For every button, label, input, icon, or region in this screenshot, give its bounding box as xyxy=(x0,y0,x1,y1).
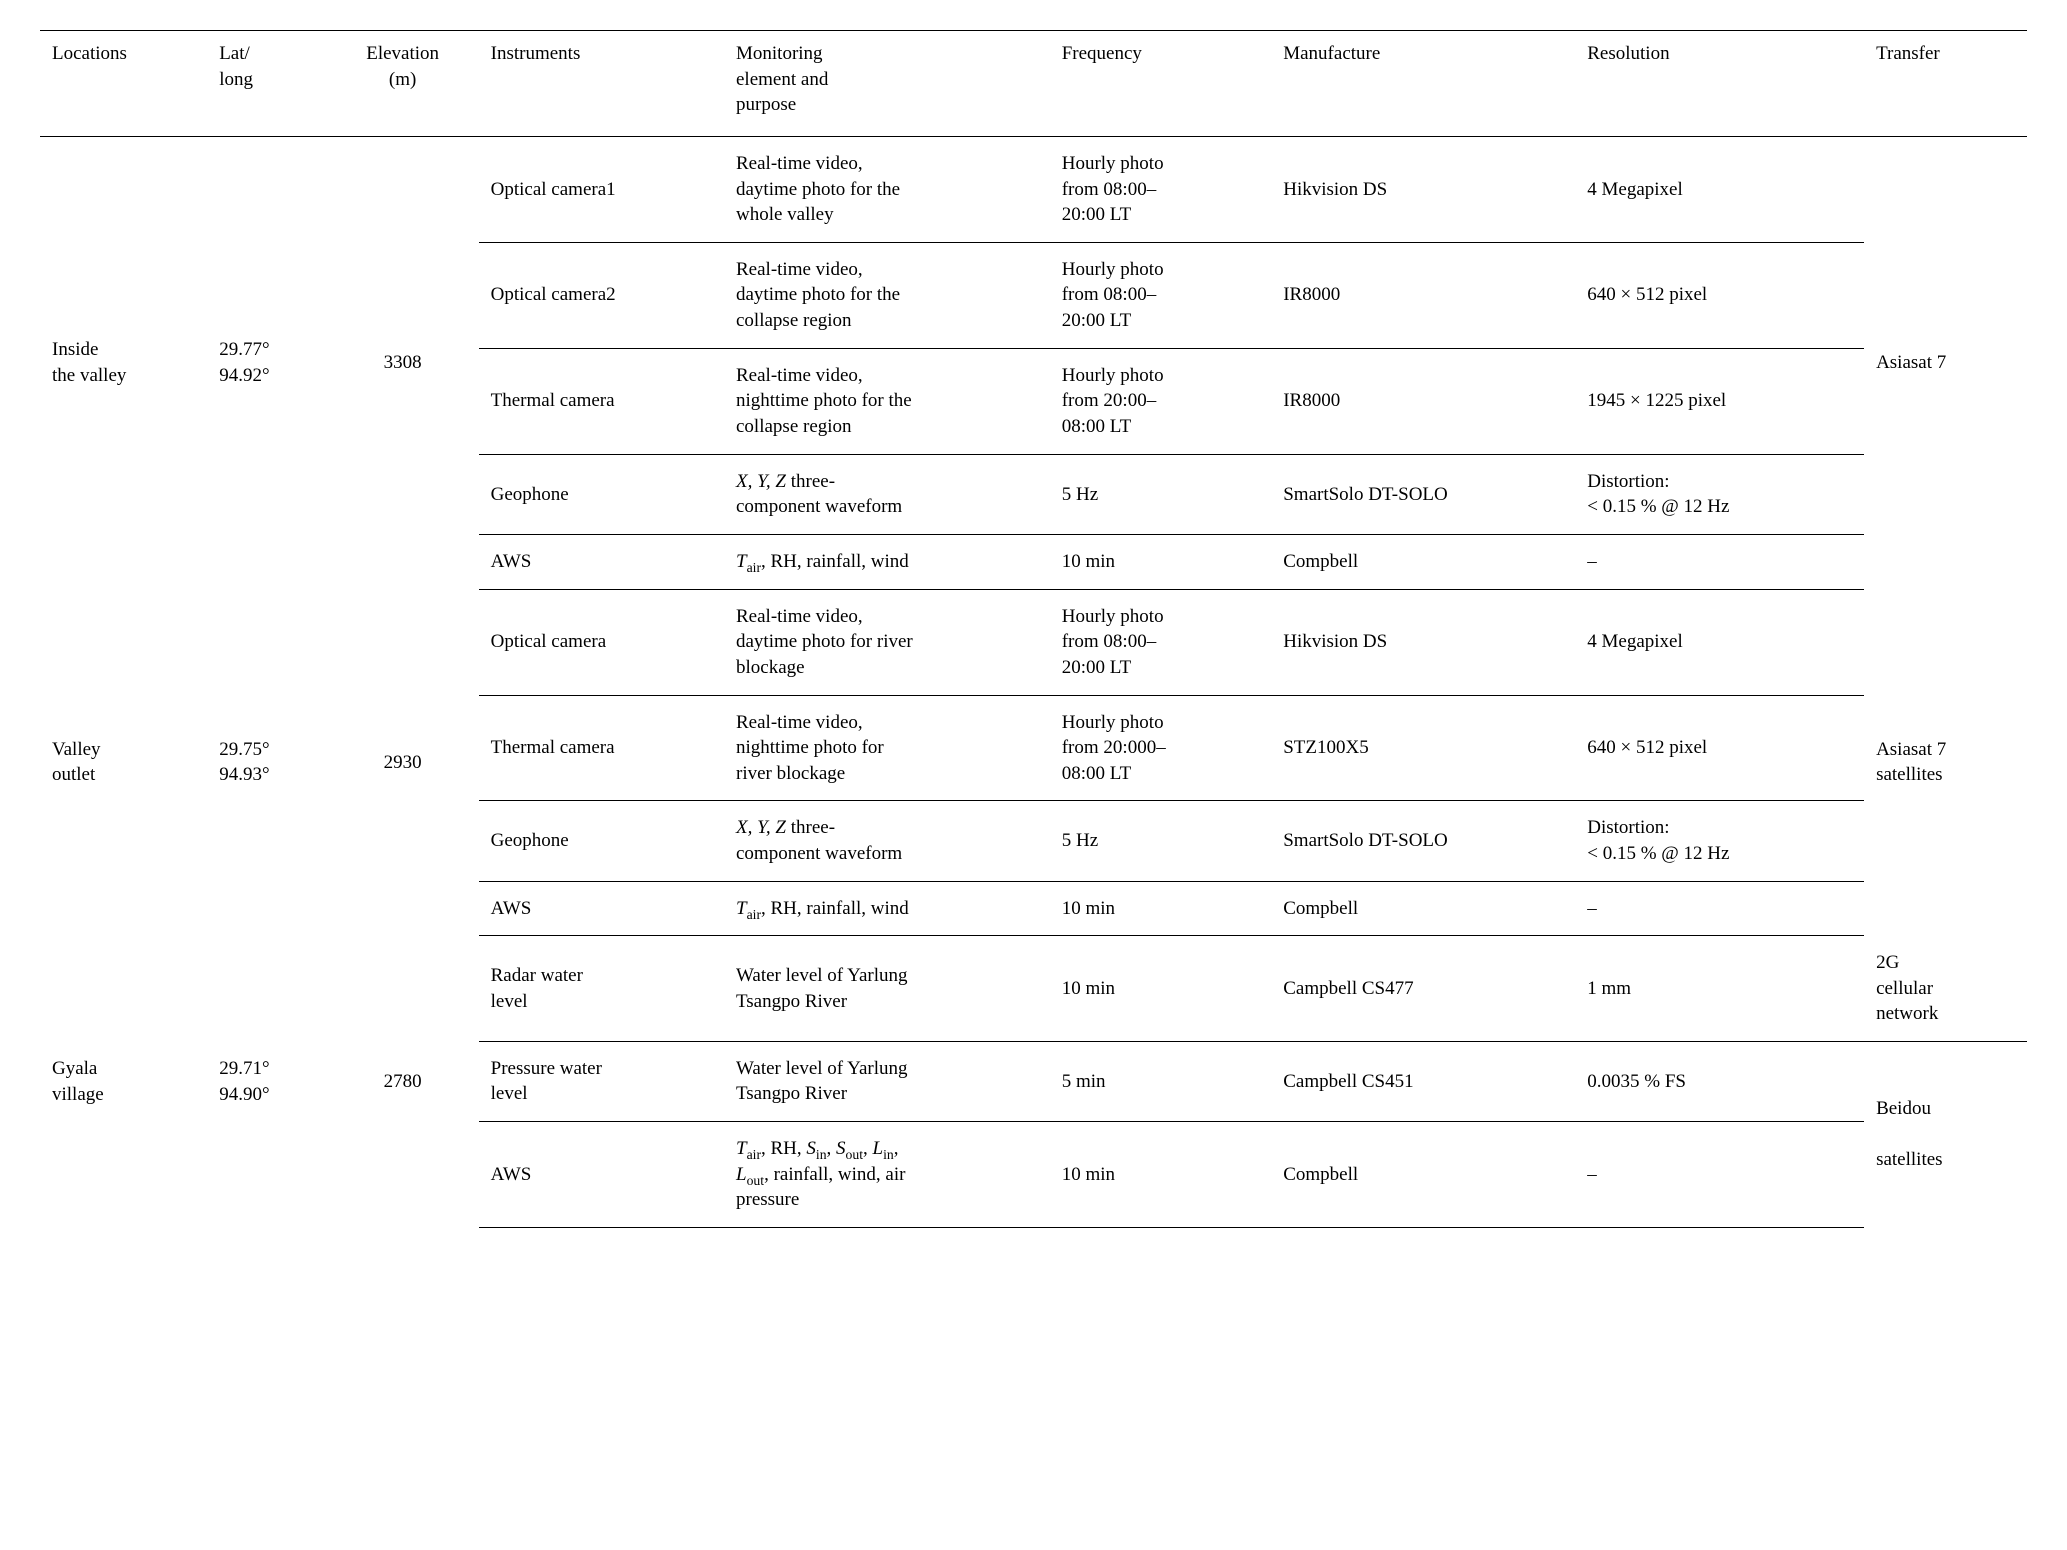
cell-instrument: Optical camera2 xyxy=(479,242,724,348)
cell-frequency: 10 min xyxy=(1050,881,1272,936)
cell-frequency: 5 min xyxy=(1050,1041,1272,1121)
cell-latlong: 29.75°94.93° xyxy=(207,589,326,936)
col-manufacture: Manufacture xyxy=(1271,31,1575,137)
cell-monitoring: X, Y, Z three-component waveform xyxy=(724,454,1050,534)
cell-monitoring: X, Y, Z three-component waveform xyxy=(724,801,1050,881)
col-latlong: Lat/long xyxy=(207,31,326,137)
cell-manufacture: SmartSolo DT-SOLO xyxy=(1271,801,1575,881)
col-resolution: Resolution xyxy=(1575,31,1864,137)
cell-location: Gyalavillage xyxy=(40,936,207,1228)
cell-instrument: Geophone xyxy=(479,454,724,534)
table-row: Insidethe valley 29.77°94.92° 3308 Optic… xyxy=(40,136,2027,242)
cell-resolution: – xyxy=(1575,534,1864,589)
cell-instrument: Thermal camera xyxy=(479,348,724,454)
cell-manufacture: Compbell xyxy=(1271,534,1575,589)
cell-resolution: – xyxy=(1575,881,1864,936)
col-monitoring: Monitoringelement andpurpose xyxy=(724,31,1050,137)
cell-monitoring: Real-time video,daytime photo for thewho… xyxy=(724,136,1050,242)
cell-resolution: – xyxy=(1575,1122,1864,1228)
cell-monitoring: Water level of YarlungTsangpo River xyxy=(724,1041,1050,1121)
cell-latlong: 29.71°94.90° xyxy=(207,936,326,1228)
cell-resolution: Distortion:< 0.15 % @ 12 Hz xyxy=(1575,454,1864,534)
col-elevation: Elevation(m) xyxy=(327,31,479,137)
col-instruments: Instruments xyxy=(479,31,724,137)
header-row: Locations Lat/long Elevation(m) Instrume… xyxy=(40,31,2027,137)
col-locations: Locations xyxy=(40,31,207,137)
cell-instrument: Radar waterlevel xyxy=(479,936,724,1041)
cell-manufacture: STZ100X5 xyxy=(1271,695,1575,801)
cell-elevation: 2930 xyxy=(327,589,479,936)
cell-monitoring: Water level of YarlungTsangpo River xyxy=(724,936,1050,1041)
cell-manufacture: Hikvision DS xyxy=(1271,589,1575,695)
cell-resolution: 4 Megapixel xyxy=(1575,136,1864,242)
cell-monitoring: Real-time video,nighttime photo forriver… xyxy=(724,695,1050,801)
cell-location: Valleyoutlet xyxy=(40,589,207,936)
cell-elevation: 3308 xyxy=(327,136,479,589)
cell-resolution: 4 Megapixel xyxy=(1575,589,1864,695)
cell-manufacture: SmartSolo DT-SOLO xyxy=(1271,454,1575,534)
cell-location: Insidethe valley xyxy=(40,136,207,589)
cell-manufacture: IR8000 xyxy=(1271,348,1575,454)
cell-monitoring: Tair, RH, rainfall, wind xyxy=(724,534,1050,589)
cell-monitoring: Real-time video,daytime photo for thecol… xyxy=(724,242,1050,348)
cell-frequency: 5 Hz xyxy=(1050,801,1272,881)
cell-resolution: 640 × 512 pixel xyxy=(1575,242,1864,348)
cell-resolution: 1 mm xyxy=(1575,936,1864,1041)
cell-transfer: Asiasat 7satellites xyxy=(1864,589,2027,936)
cell-resolution: 1945 × 1225 pixel xyxy=(1575,348,1864,454)
cell-instrument: AWS xyxy=(479,534,724,589)
cell-instrument: AWS xyxy=(479,881,724,936)
cell-manufacture: Campbell CS451 xyxy=(1271,1041,1575,1121)
cell-monitoring: Real-time video,nighttime photo for thec… xyxy=(724,348,1050,454)
cell-instrument: AWS xyxy=(479,1122,724,1228)
cell-frequency: Hourly photofrom 08:00–20:00 LT xyxy=(1050,589,1272,695)
cell-instrument: Optical camera1 xyxy=(479,136,724,242)
table-row: Gyalavillage 29.71°94.90° 2780 Radar wat… xyxy=(40,936,2027,1041)
cell-manufacture: Hikvision DS xyxy=(1271,136,1575,242)
cell-manufacture: Compbell xyxy=(1271,1122,1575,1228)
cell-resolution: 0.0035 % FS xyxy=(1575,1041,1864,1121)
cell-transfer: Beidousatellites xyxy=(1864,1041,2027,1227)
cell-resolution: 640 × 512 pixel xyxy=(1575,695,1864,801)
cell-monitoring: Real-time video,daytime photo for riverb… xyxy=(724,589,1050,695)
cell-frequency: Hourly photofrom 20:00–08:00 LT xyxy=(1050,348,1272,454)
cell-elevation: 2780 xyxy=(327,936,479,1228)
col-transfer: Transfer xyxy=(1864,31,2027,137)
cell-resolution: Distortion:< 0.15 % @ 12 Hz xyxy=(1575,801,1864,881)
col-frequency: Frequency xyxy=(1050,31,1272,137)
cell-instrument: Pressure waterlevel xyxy=(479,1041,724,1121)
cell-monitoring: Tair, RH, rainfall, wind xyxy=(724,881,1050,936)
cell-monitoring: Tair, RH, Sin, Sout, Lin,Lout, rainfall,… xyxy=(724,1122,1050,1228)
cell-frequency: 10 min xyxy=(1050,534,1272,589)
monitoring-table: Locations Lat/long Elevation(m) Instrume… xyxy=(40,30,2027,1228)
cell-frequency: Hourly photofrom 20:000–08:00 LT xyxy=(1050,695,1272,801)
cell-manufacture: Compbell xyxy=(1271,881,1575,936)
cell-frequency: Hourly photofrom 08:00–20:00 LT xyxy=(1050,242,1272,348)
cell-frequency: 5 Hz xyxy=(1050,454,1272,534)
cell-instrument: Optical camera xyxy=(479,589,724,695)
cell-transfer: 2Gcellularnetwork xyxy=(1864,936,2027,1041)
cell-instrument: Thermal camera xyxy=(479,695,724,801)
table-row: Valleyoutlet 29.75°94.93° 2930 Optical c… xyxy=(40,589,2027,695)
cell-frequency: Hourly photofrom 08:00–20:00 LT xyxy=(1050,136,1272,242)
cell-transfer: Asiasat 7 xyxy=(1864,136,2027,589)
cell-frequency: 10 min xyxy=(1050,1122,1272,1228)
cell-latlong: 29.77°94.92° xyxy=(207,136,326,589)
cell-instrument: Geophone xyxy=(479,801,724,881)
cell-frequency: 10 min xyxy=(1050,936,1272,1041)
cell-manufacture: IR8000 xyxy=(1271,242,1575,348)
cell-manufacture: Campbell CS477 xyxy=(1271,936,1575,1041)
